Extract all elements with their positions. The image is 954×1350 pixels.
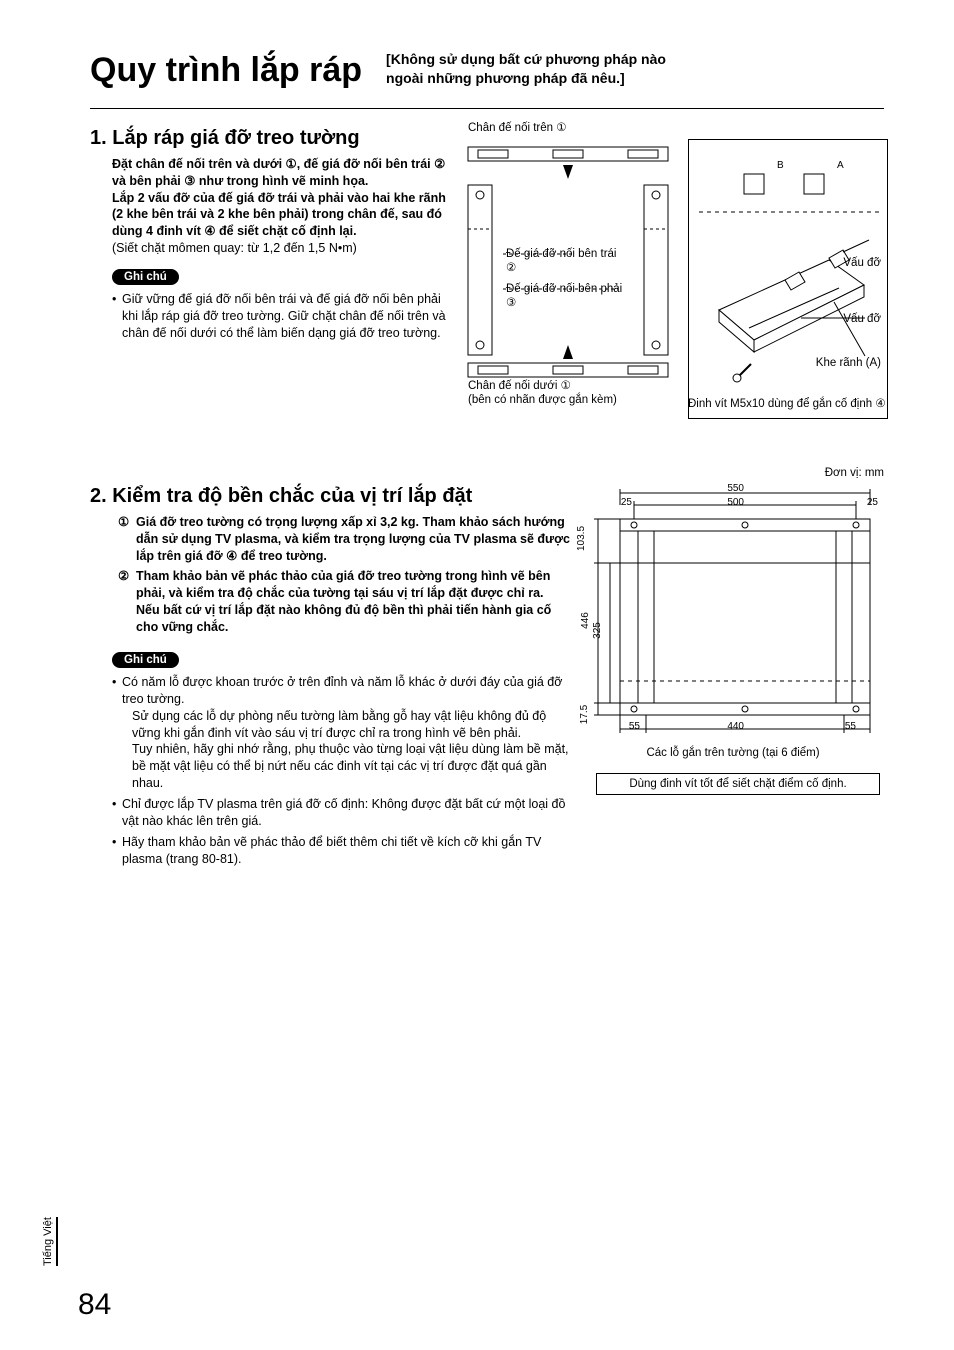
header-row: Quy trình lắp ráp [Không sử dụng bất cứ … [90, 50, 884, 90]
lbl-left-base: Đế giá đỡ nối bên trái ② [506, 247, 626, 276]
lbl-slot-a: Khe rãnh (A) [816, 356, 881, 370]
sec2-item-2-text: Tham khảo bản vẽ phác thảo của giá đỡ tr… [136, 568, 570, 636]
page-subtitle: [Không sử dụng bất cứ phương pháp nào ng… [386, 50, 666, 90]
sec1-para-3: (Siết chặt mômen quay: từ 1,2 đến 1,5 N•… [112, 240, 450, 257]
svg-text:B: B [777, 160, 784, 171]
sec2-note-3: Hãy tham khảo bản vẽ phác thảo để biết t… [112, 834, 570, 868]
note-pill-1: Ghi chú [112, 269, 179, 285]
section-2: 2. Kiểm tra độ bền chắc của vị trí lắp đ… [90, 485, 884, 872]
sec1-para-2: Lắp 2 vấu đỡ của đế giá đỡ trái và phải … [112, 190, 450, 241]
exploded-diagram-icon: B A [689, 140, 889, 420]
sec2-note-1-sub2: Tuy nhiên, hãy ghi nhớ rằng, phụ thuộc v… [122, 741, 570, 792]
num-1: ① [118, 514, 132, 565]
dim-446: 446 [580, 612, 591, 629]
lbl-top-base: Chân đế nối trên ① [468, 121, 567, 135]
exploded-diagram-box: B A Vấu đỡ [688, 139, 888, 419]
dim-440: 440 [727, 721, 744, 732]
dim-175: 17.5 [579, 705, 590, 724]
section-1-text: 1. Lắp ráp giá đỡ treo tường Đặt chân đế… [90, 127, 450, 427]
section-2-text: 2. Kiểm tra độ bền chắc của vị trí lắp đ… [90, 485, 570, 872]
dim-25a: 25 [621, 497, 632, 508]
dim-1035: 103.5 [576, 526, 587, 551]
sec2-note-1-sub1: Sử dụng các lỗ dự phòng nếu tường làm bằ… [122, 708, 570, 742]
header-rule [90, 108, 884, 109]
dim-55b: 55 [845, 721, 856, 732]
section-2-diagram: Đơn vị: mm [582, 485, 884, 815]
sec1-para-1: Đặt chân đế nối trên và dưới ①, đế giá đ… [112, 156, 450, 190]
side-language-label: Tiếng Việt [42, 1217, 58, 1266]
subtitle-line-1: [Không sử dụng bất cứ phương pháp nào [386, 51, 666, 67]
sec2-numbered-list: ① Giá đỡ treo tường có trọng lượng xấp x… [118, 514, 570, 636]
dim-500: 500 [727, 497, 744, 508]
lbl-bottom-base-1: Chân đế nối dưới ① [468, 379, 571, 393]
lbl-right-base: Đế giá đỡ nối bên phải ③ [506, 282, 626, 311]
sec2-item-1: ① Giá đỡ treo tường có trọng lượng xấp x… [118, 514, 570, 565]
lbl-lug-2: Vấu đỡ [843, 312, 881, 326]
section-2-title: 2. Kiểm tra độ bền chắc của vị trí lắp đ… [90, 485, 570, 508]
lbl-bottom-base-2: (bên có nhãn được gắn kèm) [468, 393, 628, 407]
section-1-title: 1. Lắp ráp giá đỡ treo tường [90, 127, 450, 150]
unit-label: Đơn vị: mm [825, 467, 884, 479]
dim-55a: 55 [629, 721, 640, 732]
num-2: ② [118, 568, 132, 636]
svg-text:A: A [837, 160, 844, 171]
dim-25b: 25 [867, 497, 878, 508]
sec1-note-list: Giữ vững đế giá đỡ nối bên trái và đế gi… [112, 291, 450, 342]
note-pill-2: Ghi chú [112, 652, 179, 668]
page-number: 84 [78, 1288, 111, 1322]
lbl-screw: Đinh vít M5x10 dùng để gắn cố định ④ [688, 397, 888, 411]
sec2-note-list: Có năm lỗ được khoan trước ở trên đỉnh v… [112, 674, 570, 868]
page-title: Quy trình lắp ráp [90, 51, 362, 90]
sec2-item-2: ② Tham khảo bản vẽ phác thảo của giá đỡ … [118, 568, 570, 636]
dimension-diagram-icon [584, 485, 884, 735]
diagram-caption: Các lỗ gắn trên tường (tại 6 điểm) [582, 747, 884, 759]
sec2-note-2: Chỉ được lắp TV plasma trên giá đỡ cố đị… [112, 796, 570, 830]
section-1-diagrams: Chân đế nối trên ① [458, 127, 884, 427]
sec1-note-item: Giữ vững đế giá đỡ nối bên trái và đế gi… [112, 291, 450, 342]
lbl-lug-1: Vấu đỡ [843, 256, 881, 270]
subtitle-line-2: ngoài những phương pháp đã nêu.] [386, 70, 625, 86]
sec2-note-1: Có năm lỗ được khoan trước ở trên đỉnh v… [112, 674, 570, 792]
section-1: 1. Lắp ráp giá đỡ treo tường Đặt chân đế… [90, 127, 884, 427]
sec2-item-1-text: Giá đỡ treo tường có trọng lượng xấp xỉ … [136, 514, 570, 565]
dim-325: 325 [592, 622, 603, 639]
sec2-note-1-text: Có năm lỗ được khoan trước ở trên đỉnh v… [122, 675, 562, 706]
diagram-boxnote: Dùng đinh vít tốt để siết chặt điểm cố đ… [596, 773, 880, 795]
dim-550: 550 [727, 483, 744, 494]
